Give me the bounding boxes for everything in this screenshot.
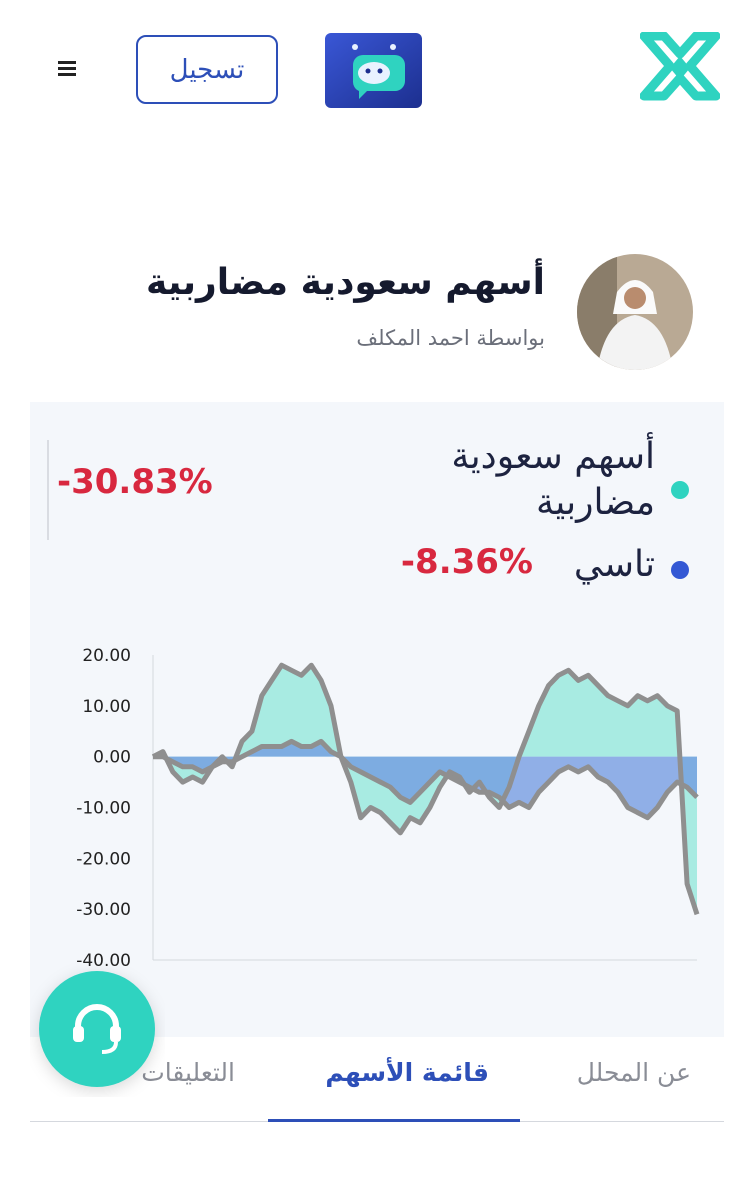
divider [47,440,49,540]
chart: -40.00 -30.00 -20.00 -10.00 0.00 10.00 20.00 [76,646,700,971]
register-button[interactable]: تسجيل [136,35,278,104]
y-tick-label: -20.00 [76,849,131,869]
legend-dot [671,481,689,499]
y-tick-label: 20.00 [82,646,131,666]
support-button[interactable] [30,962,165,1097]
index-return: -8.36% [400,542,533,582]
portfolio-return: -30.83% [57,462,213,502]
legend-label: أسهم سعودية مضاربية [451,436,655,523]
y-tick-label: -10.00 [76,799,131,819]
series-line [153,738,699,821]
menu-icon[interactable] [58,58,78,78]
portfolio-title: أسهم سعودية مضاربية [146,262,545,303]
y-tick-label: -40.00 [76,951,131,971]
y-tick-label: -30.00 [76,900,131,920]
tab[interactable]: عن المحلل [576,1058,691,1087]
y-tick-label: 10.00 [82,697,131,717]
tab[interactable]: التعليقات [141,1058,235,1087]
y-tick-label: 0.00 [93,748,131,768]
author: بواسطة احمد المكلف [356,326,545,350]
legend-dot [671,561,689,579]
avatar [577,254,693,370]
tab-indicator [268,1119,520,1122]
logo[interactable] [640,32,720,106]
area-fill [153,741,697,818]
tab-active[interactable]: قائمة الأسهم [325,1058,489,1087]
bot-icon[interactable] [325,33,422,108]
legend-label: تاسي [573,544,655,585]
series-line [151,662,700,916]
